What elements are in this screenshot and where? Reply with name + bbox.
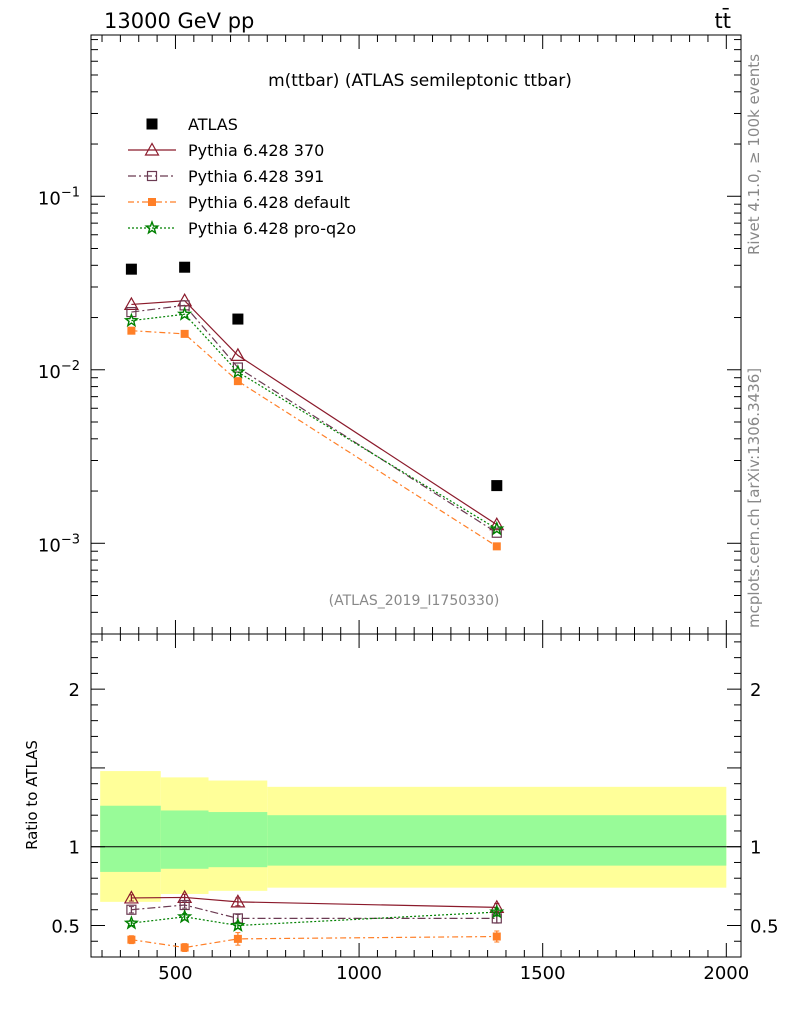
- ratio-stat-band-0: [100, 805, 161, 872]
- ratio-stat-band-3: [267, 815, 727, 866]
- ratio-y-tick-label-right: 1: [750, 838, 761, 859]
- main-point-series-4: [123, 312, 140, 328]
- header-energy-label: 13000 GeV pp: [104, 9, 254, 33]
- legend-label-3: Pythia 6.428 default: [188, 193, 350, 212]
- main-point-series-1: [123, 296, 139, 311]
- ratio-stat-band-2: [208, 812, 268, 868]
- ratio-point-series-3: [180, 943, 189, 952]
- main-point-series-3: [180, 329, 189, 338]
- main-point-series-0: [232, 313, 244, 325]
- ratio-line-series-1: [131, 896, 497, 908]
- legend-label-4: Pythia 6.428 pro-q2o: [188, 219, 356, 238]
- main-point-series-2: [491, 527, 502, 538]
- ratio-point-series-2: [126, 904, 137, 915]
- ratio-point-series-4: [230, 917, 246, 932]
- axes-frame: 500 1000 1500 2000 10−1 10−2 10−3 0.5 0.5 1 1 2 2: [38, 34, 779, 984]
- legend-marker-1: [144, 142, 160, 156]
- ratio-uncertainty-bands: [91, 771, 741, 902]
- legend-label-2: Pythia 6.428 391: [188, 167, 324, 186]
- ratio-y-tick-label-right: 2: [750, 680, 761, 701]
- main-point-series-3: [492, 542, 501, 551]
- main-line-series-2: [131, 304, 498, 534]
- ratio-line-series-2: [131, 904, 497, 919]
- x-tick-label-2000: 2000: [703, 963, 749, 984]
- legend: ATLAS Pythia 6.428 370 Pythia 6.428 391 Pyt…: [128, 115, 356, 238]
- ratio-axis-label: Ratio to ATLAS: [23, 740, 41, 850]
- main-y-tick-label: 10−1: [38, 185, 80, 209]
- legend-marker-4: [144, 220, 160, 235]
- legend-marker-3: [148, 198, 156, 206]
- chart-title: m(ttbar) (ATLAS semileptonic ttbar): [268, 71, 572, 91]
- legend-marker-2: [146, 170, 158, 182]
- x-tick-label-1000: 1000: [336, 963, 382, 984]
- x-tick-label-500: 500: [158, 963, 192, 984]
- main-point-series-1: [489, 516, 505, 531]
- rivet-version-label: Rivet 4.1.0, ≥ 100k events: [745, 54, 763, 255]
- legend-marker-0: [146, 118, 158, 130]
- ratio-point-series-3: [492, 932, 501, 941]
- main-panel-series: [123, 261, 505, 551]
- main-point-series-3: [233, 377, 242, 386]
- main-y-tick-label: 10−3: [38, 532, 80, 556]
- main-point-series-0: [125, 263, 137, 275]
- ratio-point-series-3: [233, 934, 242, 943]
- main-point-series-4: [176, 306, 193, 321]
- ratio-point-series-4: [489, 904, 505, 919]
- legend-label-1: Pythia 6.428 370: [188, 141, 324, 160]
- main-point-series-4: [230, 364, 246, 379]
- main-point-series-0: [491, 480, 503, 492]
- main-point-series-1: [230, 347, 246, 362]
- main-point-series-4: [489, 520, 505, 536]
- analysis-id-label: (ATLAS_2019_I1750330): [329, 593, 500, 609]
- header-process-label: tt̄: [715, 8, 731, 33]
- x-tick-label-1500: 1500: [520, 963, 566, 984]
- ratio-point-series-4: [123, 915, 140, 930]
- main-point-series-3: [127, 326, 136, 335]
- main-point-series-0: [179, 261, 191, 273]
- ratio-line-series-4: [131, 911, 497, 927]
- main-line-series-3: [131, 330, 498, 547]
- ratio-point-series-3: [127, 935, 136, 944]
- ratio-y-tick-label-left: 0.5: [51, 916, 80, 937]
- ratio-y-tick-label-right: 0.5: [750, 916, 779, 937]
- ratio-y-tick-label-left: 1: [69, 838, 80, 859]
- ratio-line-series-3: [131, 935, 497, 949]
- main-y-tick-label: 10−2: [38, 359, 80, 383]
- legend-label-0: ATLAS: [188, 115, 238, 134]
- ratio-point-series-4: [176, 908, 193, 924]
- main-line-series-1: [131, 300, 498, 526]
- ratio-panel-frame: [90, 633, 742, 958]
- ratio-stat-band-1: [160, 810, 209, 869]
- ratio-point-series-1: [230, 894, 246, 908]
- mcplots-source-label: mcplots.cern.ch [arXiv:1306.3436]: [745, 368, 763, 628]
- main-line-series-4: [131, 313, 498, 530]
- ratio-y-tick-label-left: 2: [69, 680, 80, 701]
- ratio-panel-series: [123, 889, 505, 952]
- ratio-point-series-1: [123, 890, 139, 904]
